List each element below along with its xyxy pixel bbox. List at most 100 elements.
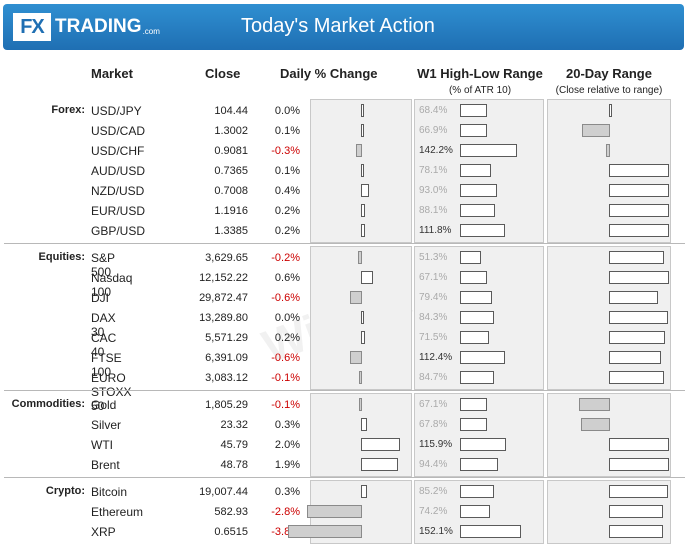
- daily-change-value: 0.4%: [274, 185, 300, 197]
- w1-range-value: 68.4%: [419, 105, 448, 116]
- 20day-range-bar: [609, 224, 669, 237]
- category-label: Commodities:: [11, 398, 85, 410]
- close-value: 0.6515: [214, 526, 248, 538]
- market-name: Brent: [91, 458, 120, 472]
- daily-change-value: -0.1%: [271, 399, 300, 411]
- market-name: S&P 500: [91, 251, 115, 279]
- w1-range-bar: [460, 251, 481, 264]
- market-name: DAX 30: [91, 311, 116, 339]
- col-close: Close: [205, 66, 241, 81]
- 20day-range-bar: [609, 104, 612, 117]
- w1-range-bar: [460, 164, 492, 177]
- close-value: 0.7365: [214, 165, 248, 177]
- w1-range-value: 115.9%: [419, 439, 453, 450]
- w1-range-value: 152.1%: [419, 526, 453, 537]
- daily-change-bar: [361, 104, 364, 117]
- close-value: 5,571.29: [205, 332, 248, 344]
- w1-range-value: 78.1%: [419, 165, 448, 176]
- w1-range-value: 84.7%: [419, 372, 448, 383]
- fxtrading-logo[interactable]: FX TRADING .com: [13, 13, 160, 41]
- 20day-range-bar: [609, 485, 668, 498]
- market-name: USD/CAD: [91, 124, 146, 138]
- daily-change-value: -0.1%: [271, 372, 300, 384]
- w1-range-value: 84.3%: [419, 312, 448, 323]
- daily-change-bar: [307, 505, 362, 518]
- category-label: Equities:: [38, 251, 85, 263]
- market-name: EURO STOXX 50: [91, 371, 132, 413]
- daily-change-value: -0.3%: [271, 145, 300, 157]
- daily-change-bar: [359, 398, 362, 411]
- 20day-range-bar: [609, 184, 669, 197]
- daily-change-value: 0.2%: [274, 205, 300, 217]
- w1-range-value: 67.1%: [419, 399, 448, 410]
- close-value: 6,391.09: [205, 352, 248, 364]
- w1-range-bar: [460, 311, 494, 324]
- w1-range-value: 111.8%: [419, 225, 452, 236]
- logo-com: .com: [142, 26, 160, 36]
- 20day-range-bar: [578, 398, 610, 411]
- w1-range-value: 88.1%: [419, 205, 448, 216]
- w1-range-bar: [460, 331, 489, 344]
- col-w1-range-sub: (% of ATR 10): [448, 85, 512, 96]
- group-separator: [4, 390, 685, 391]
- 20day-range-bar: [609, 505, 663, 518]
- daily-change-value: -0.6%: [271, 352, 300, 364]
- daily-change-value: 0.2%: [274, 332, 300, 344]
- market-name: Gold: [91, 398, 117, 412]
- market-name: EUR/USD: [91, 204, 146, 218]
- market-name: DJI: [91, 291, 109, 305]
- market-name: GBP/USD: [91, 224, 146, 238]
- daily-change-value: 0.1%: [274, 125, 300, 137]
- 20day-range-bar: [580, 418, 610, 431]
- w1-range-value: 67.8%: [419, 419, 448, 430]
- w1-range-bar: [460, 204, 496, 217]
- page-title: Today's Market Action: [241, 15, 435, 37]
- close-value: 48.78: [220, 459, 248, 471]
- 20day-range-bar: [609, 351, 661, 364]
- daily-change-value: 0.3%: [274, 486, 300, 498]
- daily-change-bar: [361, 184, 369, 197]
- w1-range-bar: [460, 184, 498, 197]
- close-value: 3,083.12: [205, 372, 248, 384]
- 20day-range-bar: [609, 164, 669, 177]
- close-value: 12,152.22: [199, 272, 248, 284]
- col-20day-range-sub: (Close relative to range): [555, 85, 663, 96]
- daily-change-bar: [361, 458, 399, 471]
- 20day-range-bar: [609, 204, 669, 217]
- daily-change-bar: [361, 124, 364, 137]
- 20day-range-bar: [606, 144, 610, 157]
- market-name: AUD/USD: [91, 164, 146, 178]
- col-market: Market: [91, 66, 133, 81]
- close-value: 0.9081: [214, 145, 248, 157]
- col-20day-range: 20-Day Range: [566, 66, 652, 81]
- daily-change-bar: [358, 251, 362, 264]
- 20day-range-bar: [609, 311, 668, 324]
- daily-change-value: -0.2%: [271, 252, 300, 264]
- market-name: USD/JPY: [91, 104, 142, 118]
- daily-change-value: 0.0%: [274, 105, 300, 117]
- w1-range-bar: [460, 525, 521, 538]
- close-value: 1.3002: [214, 125, 248, 137]
- w1-range-value: 142.2%: [419, 145, 453, 156]
- daily-change-value: 1.9%: [274, 459, 300, 471]
- daily-change-bar: [361, 164, 364, 177]
- daily-change-bar: [361, 485, 367, 498]
- market-name: Silver: [91, 418, 122, 432]
- col-daily-change: Daily % Change: [280, 66, 378, 81]
- close-value: 1.1916: [214, 205, 248, 217]
- 20day-range-bar: [609, 331, 665, 344]
- daily-change-bar: [287, 525, 362, 538]
- w1-range-panel: [414, 99, 544, 243]
- group-separator: [4, 477, 685, 478]
- w1-range-value: 67.1%: [419, 272, 448, 283]
- 20day-range-bar: [609, 438, 669, 451]
- daily-change-bar: [350, 291, 362, 304]
- daily-change-value: 0.3%: [274, 419, 300, 431]
- 20day-range-bar: [609, 371, 665, 384]
- market-name: XRP: [91, 525, 116, 539]
- category-label: Crypto:: [45, 485, 85, 497]
- w1-range-bar: [460, 144, 517, 157]
- w1-range-value: 93.0%: [419, 185, 448, 196]
- daily-change-bar: [361, 438, 400, 451]
- close-value: 0.7008: [214, 185, 248, 197]
